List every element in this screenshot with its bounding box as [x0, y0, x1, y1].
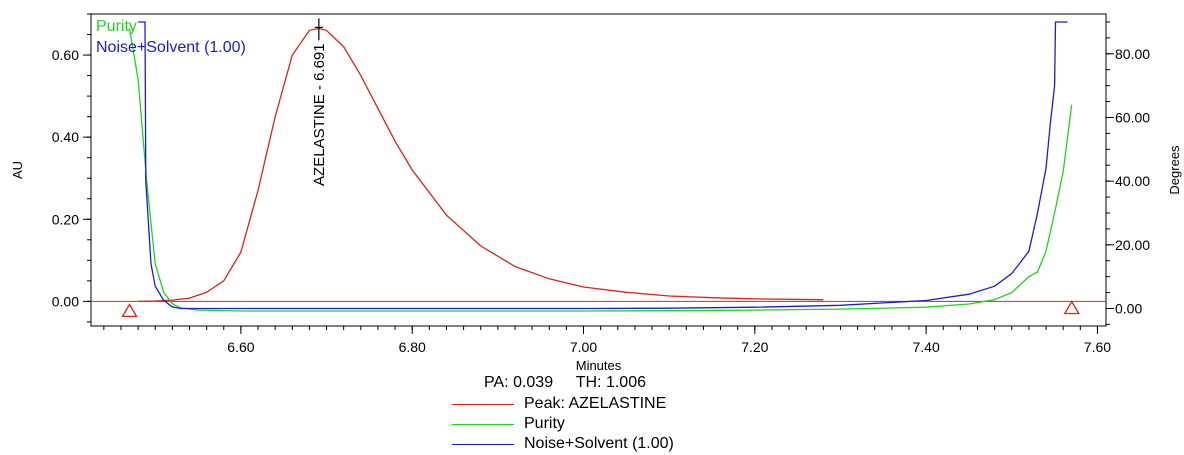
series-line-purity — [128, 28, 1073, 312]
y-tick-label: 0.60 — [52, 47, 79, 63]
legend-label-purity: Purity — [524, 415, 565, 432]
x-tick-label: 6.60 — [227, 339, 254, 355]
y2-tick-label: 20.00 — [1115, 237, 1150, 253]
y2-tick-label: 0.00 — [1115, 300, 1142, 316]
y-tick-label: 0.40 — [52, 129, 79, 145]
baseline-triangle-marker — [1063, 300, 1080, 315]
pa-label: PA: — [484, 374, 509, 391]
legend-swatch-blue — [452, 443, 514, 445]
peak-label: AZELASTINE - 6.691 — [311, 43, 328, 186]
inline-legend-noise-solvent: Noise+Solvent (1.00) — [96, 39, 246, 56]
y2-tick-label: 80.00 — [1115, 46, 1150, 62]
series-line-noise-solvent-1-00 — [138, 21, 1068, 310]
legend: PA: 0.039 TH: 1.006 Peak: AZELASTINE Pur… — [452, 372, 772, 454]
y-tick-label: 0.20 — [52, 211, 79, 227]
baseline-triangle-marker — [121, 303, 138, 318]
legend-label-peak: Peak: AZELASTINE — [524, 395, 667, 412]
x-tick-label: 7.20 — [741, 339, 768, 355]
legend-swatch-red — [452, 403, 514, 405]
pa-value: 0.039 — [513, 374, 554, 391]
th-label: TH: — [575, 374, 602, 391]
th-value: 1.006 — [605, 374, 646, 391]
x-tick-label: 7.60 — [1084, 339, 1111, 355]
y2-tick-label: 40.00 — [1115, 173, 1150, 189]
legend-item-noise: Noise+Solvent (1.00) — [452, 434, 772, 454]
plot-frame — [90, 13, 1107, 327]
y-tick-label: 0.00 — [52, 293, 79, 309]
legend-swatch-green — [452, 423, 514, 425]
inline-legend-purity: Purity — [96, 18, 137, 35]
purity-stats: PA: 0.039 TH: 1.006 — [452, 372, 772, 394]
y-axis-title: AU — [10, 161, 25, 179]
x-tick-label: 7.00 — [570, 339, 597, 355]
legend-label-noise: Noise+Solvent (1.00) — [524, 435, 674, 452]
series-line-peak-azelastine — [138, 27, 824, 303]
legend-item-purity: Purity — [452, 414, 772, 434]
x-tick-label: 6.80 — [399, 339, 426, 355]
legend-item-peak: Peak: AZELASTINE — [452, 394, 772, 414]
y2-tick-label: 60.00 — [1115, 109, 1150, 125]
x-tick-label: 7.40 — [913, 339, 940, 355]
chromatogram-chart: 6.60 6.80 7.00 7.20 7.40 7.60 0.00 0.20 0.40 0.60… — [10, 13, 1182, 372]
y2-axis-title: Degrees — [1167, 145, 1182, 195]
x-axis-title: Minutes — [576, 358, 622, 372]
